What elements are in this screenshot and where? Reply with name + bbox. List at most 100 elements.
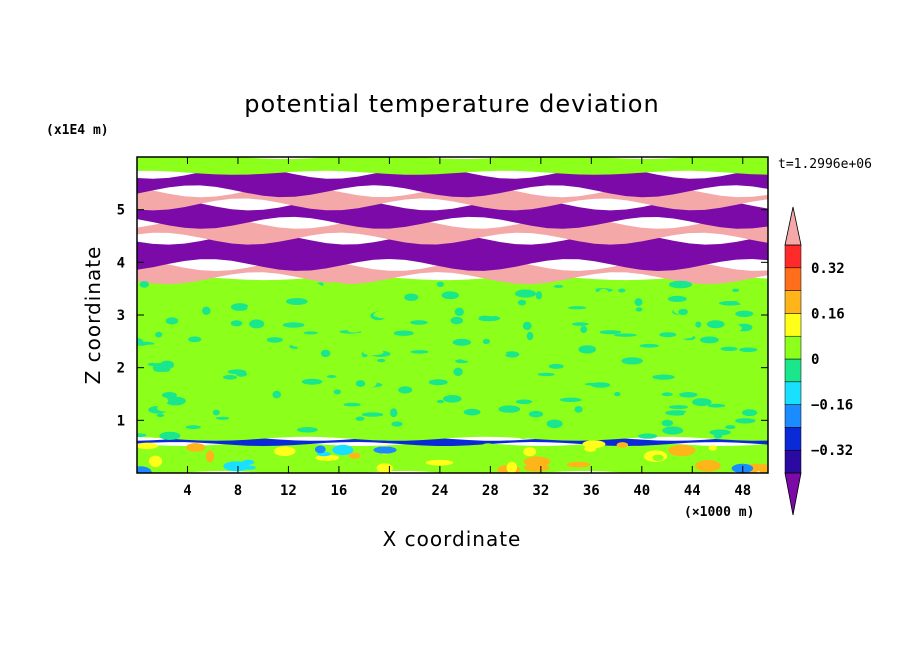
texture-blob (521, 394, 539, 400)
texture-blob (751, 360, 763, 367)
texture-blob (454, 307, 464, 316)
texture-blob (648, 368, 659, 372)
texture-blob (377, 358, 386, 363)
texture-blob (311, 283, 322, 289)
texture-blob (676, 327, 697, 331)
texture-blob (153, 368, 171, 372)
y-axis-unit: (x1E4 m) (46, 123, 109, 138)
texture-blob (517, 431, 529, 440)
texture-blob (210, 361, 226, 365)
texture-blob (663, 464, 678, 473)
texture-blob (320, 349, 331, 358)
texture-blob (695, 321, 702, 328)
texture-blob (616, 442, 629, 448)
texture-blob (137, 433, 147, 437)
field-band (137, 157, 768, 175)
texture-blob (463, 408, 481, 416)
texture-blob (714, 309, 724, 316)
colorbar-tick-label: −0.16 (811, 398, 853, 414)
colorbar-segment (784, 244, 802, 269)
texture-blob (332, 444, 354, 456)
texture-blob (247, 303, 260, 313)
colorbar-segment (784, 290, 802, 314)
texture-blob (517, 337, 539, 343)
colorbar-segment (784, 267, 802, 291)
texture-blob (361, 412, 384, 417)
texture-blob (398, 386, 413, 394)
texture-blob (389, 284, 411, 294)
texture-blob (481, 309, 503, 317)
x-tick-label: 20 (381, 483, 398, 499)
colorbar-tick-label: −0.32 (811, 443, 853, 459)
texture-blob (230, 303, 249, 311)
texture-blob (706, 320, 725, 329)
texture-blob (529, 356, 546, 362)
texture-blob (376, 431, 390, 438)
texture-blob (150, 305, 159, 310)
texture-blob (638, 281, 656, 289)
texture-blob (460, 354, 477, 361)
texture-blob (578, 345, 596, 354)
texture-blob (574, 406, 583, 413)
texture-blob (314, 445, 326, 454)
texture-blob (710, 314, 730, 321)
x-tick-label: 12 (280, 483, 297, 499)
texture-blob (569, 296, 579, 302)
texture-blob (560, 403, 567, 407)
colorbar-tick-label: 0 (811, 352, 819, 368)
texture-blob (404, 402, 422, 409)
texture-blob (355, 416, 365, 421)
texture-blob (695, 460, 721, 472)
texture-blob (306, 462, 317, 472)
texture-blob (504, 351, 520, 358)
texture-blob (546, 419, 563, 429)
texture-blob (144, 316, 162, 324)
texture-blob (498, 396, 512, 403)
texture-blob (259, 330, 270, 336)
texture-blob (139, 281, 150, 288)
texture-blob (700, 336, 719, 344)
texture-blob (473, 371, 491, 378)
texture-blob (215, 416, 230, 420)
x-tick-label: 8 (234, 483, 242, 499)
texture-blob (692, 398, 712, 407)
texture-blob (425, 459, 454, 466)
texture-blob (580, 313, 587, 318)
texture-blob (188, 336, 202, 343)
texture-blob (580, 325, 588, 334)
texture-blob (205, 450, 215, 463)
texture-blob (156, 413, 165, 418)
texture-blob (722, 324, 742, 333)
texture-blob (393, 330, 414, 336)
texture-blob (153, 397, 169, 405)
texture-blob (239, 420, 251, 428)
texture-blob (571, 322, 589, 326)
colorbar-extend-min (784, 472, 802, 516)
texture-blob (417, 300, 435, 308)
colorbar-segment (784, 427, 802, 451)
texture-blob (390, 408, 398, 418)
texture-blob (582, 296, 601, 304)
texture-blob (485, 343, 493, 348)
texture-blob (732, 288, 740, 292)
texture-blob (517, 299, 527, 306)
texture-blob (720, 346, 738, 351)
texture-blob (148, 455, 163, 467)
texture-blob (230, 320, 243, 327)
texture-blob (599, 330, 622, 335)
texture-blob (526, 331, 534, 341)
texture-blob (535, 291, 543, 300)
texture-blob (603, 321, 619, 329)
texture-blob (633, 417, 656, 424)
texture-blob (137, 466, 152, 473)
colorbar-segment (784, 313, 802, 337)
texture-blob (428, 379, 448, 386)
texture-blob (707, 403, 726, 408)
texture-blob (618, 288, 626, 293)
texture-blob (326, 375, 337, 378)
texture-blob (553, 284, 564, 288)
texture-blob (528, 410, 544, 418)
texture-blob (430, 365, 451, 373)
texture-blob (668, 280, 693, 289)
texture-blob (297, 343, 311, 351)
